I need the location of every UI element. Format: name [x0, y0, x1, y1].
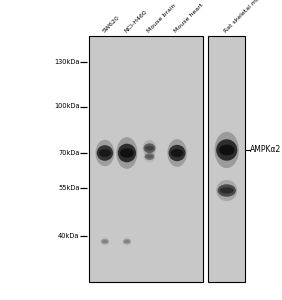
Ellipse shape — [120, 148, 134, 158]
Text: 40kDa: 40kDa — [58, 232, 80, 238]
Ellipse shape — [218, 184, 236, 197]
Ellipse shape — [216, 180, 237, 201]
Text: AMPKα2: AMPKα2 — [250, 146, 282, 154]
Text: SW620: SW620 — [101, 15, 120, 34]
Ellipse shape — [99, 149, 111, 157]
Ellipse shape — [123, 239, 131, 244]
Bar — [89, 36, 203, 282]
Ellipse shape — [102, 240, 108, 243]
Ellipse shape — [145, 146, 154, 151]
Text: Rat skeletal muscle: Rat skeletal muscle — [223, 0, 270, 34]
Ellipse shape — [219, 145, 235, 155]
Ellipse shape — [101, 239, 109, 244]
Ellipse shape — [100, 237, 109, 246]
Text: Mouse brain: Mouse brain — [146, 3, 177, 34]
Ellipse shape — [97, 145, 113, 161]
Ellipse shape — [143, 140, 156, 156]
Ellipse shape — [171, 149, 183, 157]
Ellipse shape — [144, 143, 155, 153]
Ellipse shape — [220, 188, 233, 194]
Ellipse shape — [216, 139, 237, 161]
Bar — [89, 36, 203, 282]
Text: Mouse heart: Mouse heart — [173, 2, 205, 34]
Ellipse shape — [168, 139, 187, 167]
Ellipse shape — [118, 144, 136, 162]
Ellipse shape — [122, 237, 131, 246]
Text: 100kDa: 100kDa — [54, 103, 80, 109]
Ellipse shape — [96, 140, 114, 166]
Ellipse shape — [144, 151, 155, 163]
Text: NCI-H460: NCI-H460 — [123, 9, 148, 34]
Text: 130kDa: 130kDa — [54, 58, 80, 64]
Ellipse shape — [215, 132, 239, 168]
Ellipse shape — [146, 155, 153, 158]
Bar — [208, 36, 245, 282]
Text: 55kDa: 55kDa — [58, 184, 80, 190]
Text: 70kDa: 70kDa — [58, 150, 80, 156]
Ellipse shape — [169, 145, 186, 161]
Ellipse shape — [116, 137, 137, 169]
Ellipse shape — [124, 240, 130, 243]
Ellipse shape — [144, 153, 155, 160]
Bar — [208, 36, 245, 282]
